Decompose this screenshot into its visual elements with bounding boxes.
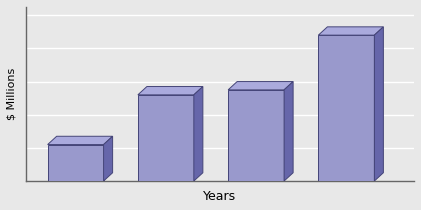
Polygon shape [318, 35, 374, 181]
X-axis label: Years: Years [203, 190, 237, 203]
Polygon shape [138, 87, 203, 95]
Polygon shape [48, 144, 104, 181]
Polygon shape [228, 81, 293, 90]
Polygon shape [194, 87, 203, 181]
Polygon shape [374, 27, 384, 181]
Polygon shape [318, 27, 384, 35]
Polygon shape [284, 81, 293, 181]
Polygon shape [228, 90, 284, 181]
Polygon shape [104, 136, 112, 181]
Y-axis label: $ Millions: $ Millions [7, 68, 17, 120]
Polygon shape [48, 136, 112, 144]
Polygon shape [138, 95, 194, 181]
